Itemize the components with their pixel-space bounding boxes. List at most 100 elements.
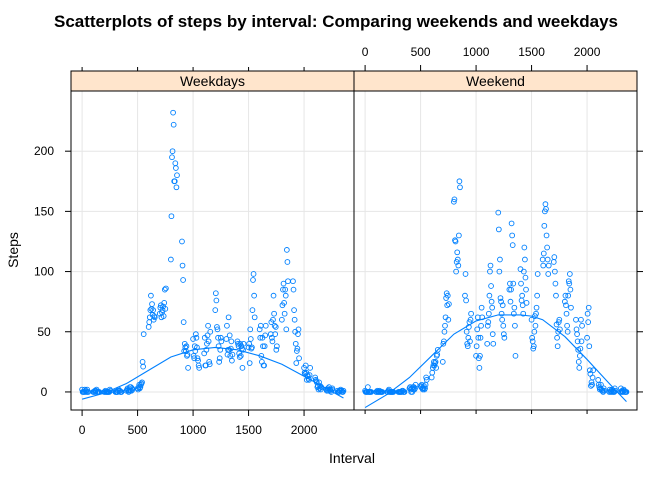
data-point <box>226 332 233 339</box>
y-tick-label: 150 <box>34 204 54 218</box>
data-point <box>543 232 550 239</box>
data-point <box>272 331 279 338</box>
data-point <box>556 316 563 323</box>
data-point <box>261 343 268 350</box>
strip-label: Weekdays <box>180 73 245 89</box>
data-point <box>145 324 152 330</box>
data-point <box>544 244 550 251</box>
data-point <box>412 381 419 388</box>
data-point <box>475 334 482 341</box>
data-point <box>517 266 524 273</box>
data-point <box>139 379 145 386</box>
data-point <box>496 268 503 275</box>
data-point <box>441 328 448 335</box>
data-point <box>576 365 583 371</box>
data-point <box>159 307 166 313</box>
data-point <box>488 298 495 305</box>
data-point <box>539 256 546 263</box>
data-point <box>498 310 505 317</box>
data-point <box>521 244 528 251</box>
x-tick-label: 500 <box>128 423 148 437</box>
data-point <box>185 365 191 371</box>
panel-frame <box>70 90 355 411</box>
data-point <box>168 213 175 220</box>
data-point <box>467 338 473 345</box>
data-point <box>489 331 496 338</box>
data-point <box>202 362 209 369</box>
data-point <box>578 338 585 345</box>
data-point <box>423 377 430 383</box>
data-point <box>508 220 515 227</box>
data-point <box>146 319 153 325</box>
data-point <box>194 355 201 362</box>
data-point <box>507 298 514 305</box>
data-point <box>565 278 572 285</box>
data-point <box>612 387 619 394</box>
data-point <box>148 292 154 299</box>
data-point <box>623 389 630 395</box>
data-point <box>274 343 280 350</box>
data-point <box>464 343 471 350</box>
data-point <box>270 292 277 299</box>
data-point <box>225 314 232 321</box>
data-point <box>590 367 597 374</box>
data-point <box>163 285 169 292</box>
data-point <box>247 326 254 333</box>
data-point <box>271 310 277 317</box>
data-point <box>237 352 244 359</box>
data-point <box>206 361 213 368</box>
data-point <box>179 262 186 269</box>
data-point <box>477 352 483 359</box>
data-point <box>473 343 480 350</box>
data-point <box>213 297 220 304</box>
data-point <box>533 304 540 311</box>
data-point <box>490 340 497 347</box>
data-point <box>190 336 196 342</box>
data-point <box>540 250 547 257</box>
data-point <box>456 232 462 239</box>
data-point <box>249 307 256 313</box>
data-point <box>161 286 168 293</box>
data-point <box>182 344 189 351</box>
data-point <box>423 374 429 381</box>
data-point <box>226 346 233 353</box>
data-point <box>495 209 502 216</box>
data-point <box>543 206 549 212</box>
data-point <box>250 277 256 283</box>
y-tick-label: 50 <box>37 325 51 339</box>
data-point <box>422 385 428 392</box>
data-point <box>463 328 470 335</box>
data-point <box>272 324 279 330</box>
data-point <box>290 286 297 293</box>
data-point <box>140 363 146 370</box>
data-point <box>180 319 187 325</box>
data-point <box>139 359 146 365</box>
data-point <box>161 300 168 306</box>
data-point <box>281 300 287 306</box>
data-point <box>214 324 220 330</box>
data-point <box>128 387 135 394</box>
data-point <box>567 286 574 293</box>
data-point <box>487 262 494 269</box>
data-point <box>292 340 299 347</box>
data-point <box>160 313 167 319</box>
data-point <box>261 362 267 369</box>
data-point <box>501 334 508 341</box>
data-point <box>509 242 516 248</box>
data-point <box>229 351 236 358</box>
data-point <box>462 271 469 277</box>
data-point <box>611 385 618 392</box>
data-point <box>553 292 559 299</box>
data-point <box>251 292 257 299</box>
chart-title: Scatterplots of steps by interval: Compa… <box>54 12 618 31</box>
data-point <box>193 334 200 341</box>
data-point <box>554 343 561 350</box>
data-point <box>137 384 144 390</box>
data-point <box>454 249 461 256</box>
data-point <box>270 316 276 323</box>
data-point <box>294 348 300 354</box>
data-point <box>453 268 459 275</box>
data-point <box>595 377 602 383</box>
data-point <box>585 319 592 325</box>
